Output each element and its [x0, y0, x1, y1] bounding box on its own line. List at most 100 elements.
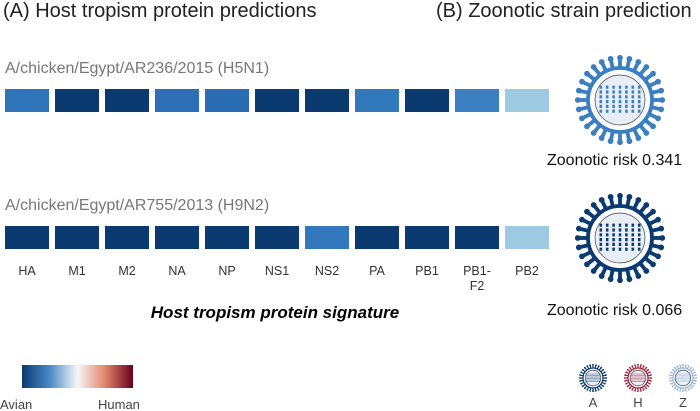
virus-spike-tip [679, 389, 681, 392]
protein-box [105, 226, 149, 249]
virus-spike-tip [671, 368, 674, 371]
virus-spike-tip [650, 261, 656, 268]
virus-spike-tip [648, 382, 651, 385]
virus-spike-tip [575, 225, 582, 232]
virus-spike-tip [658, 244, 665, 251]
virus-spike-tip [659, 235, 666, 241]
protein-box [455, 89, 499, 112]
virus-spike-tip [589, 389, 591, 392]
panel-a-title: (A) Host tropism protein predictions [3, 0, 317, 22]
signature-caption: Host tropism protein signature [150, 303, 400, 322]
virus-spike-tip [673, 366, 676, 369]
virus-spike-tip [589, 364, 591, 367]
protein-label: M2 [118, 264, 136, 278]
protein-label: NS1 [264, 264, 290, 278]
virus-spike-tip [598, 135, 605, 141]
protein-box [55, 89, 99, 112]
protein-label: PB1 [415, 264, 439, 278]
virus-spike-tip [590, 64, 597, 70]
virus-spike-tip [635, 135, 642, 141]
protein-box [5, 226, 49, 249]
virus-spike-tip [655, 216, 661, 223]
protein-box [5, 89, 49, 112]
protein-box [255, 226, 299, 249]
virus-spike-tip [649, 374, 652, 376]
virus-spike-tip [685, 364, 687, 367]
virus-spike-tip [624, 374, 627, 376]
protein-box [455, 226, 499, 249]
virus-spike-tip [655, 78, 661, 85]
virus-spike-tip [658, 225, 665, 232]
virus-spike-tip [670, 371, 673, 374]
protein-label: NS2 [314, 264, 340, 278]
virus-spike-tip [607, 55, 614, 62]
virus-spike-tip [643, 202, 650, 208]
virus-spike-tip [676, 365, 679, 368]
virus-spike-tip [603, 371, 606, 374]
virus-spike-tip [650, 208, 656, 215]
virus-spike-tip [579, 78, 585, 85]
virus-spike-tip [600, 366, 603, 369]
virus-spike-tip [669, 380, 672, 382]
virus-spike-tip [659, 97, 666, 103]
protein-box [355, 226, 399, 249]
virus-spike-tip [640, 389, 642, 392]
virus-spike-tip [682, 390, 684, 393]
virus-spike-tip [586, 365, 589, 368]
virus-spike-tip [628, 387, 631, 390]
virus-spike-tip [597, 365, 600, 368]
protein-box [105, 89, 149, 112]
virus-spike-tip [575, 106, 582, 113]
virus-spike-tip [592, 363, 594, 366]
virus-spike-tip [607, 193, 614, 200]
virus-spike-tip [637, 390, 639, 393]
virus-spike-tip [580, 371, 583, 374]
protein-box [205, 89, 249, 112]
icon-label: A [588, 395, 598, 410]
zoonotic-risk: Zoonotic risk 0.341 [547, 152, 683, 169]
virus-spike-tip [607, 276, 614, 283]
virus-spike-tip [635, 197, 642, 203]
protein-box [405, 89, 449, 112]
strain-name: A/chicken/Egypt/AR755/2013 (H9N2) [5, 197, 270, 214]
virus-spike-tip [694, 374, 697, 376]
virus-spike-tip [598, 197, 605, 203]
virus-spike-tip [581, 385, 584, 388]
virus-spike-tip [617, 192, 623, 199]
virus-spike-tip [635, 273, 642, 279]
strain-name: A/chicken/Egypt/AR236/2015 (H5N1) [5, 60, 270, 77]
virus-spike-tip [626, 138, 633, 145]
virus-spike-tip [628, 366, 631, 369]
virus-spike-tip [579, 380, 582, 382]
virus-spike-tip [650, 123, 656, 130]
virus-spike-tip [617, 277, 623, 284]
virus-spike-tip [673, 387, 676, 390]
virus-spike-tip [579, 374, 582, 376]
virus-spike-tip [584, 261, 590, 268]
protein-box [355, 89, 399, 112]
virus-spike-tip [682, 363, 684, 366]
virus-spike-tip [647, 368, 650, 371]
virus-spike-tip [603, 382, 606, 385]
protein-box [405, 226, 449, 249]
virus-spike-tip [647, 385, 650, 388]
virus-spike-tip [649, 380, 652, 382]
virus-spike-tip [643, 130, 650, 136]
panel-b-title: (B) Zoonotic strain prediction [436, 0, 692, 22]
protein-label: NP [218, 264, 236, 278]
virus-spike-tip [670, 382, 673, 385]
protein-box [305, 226, 349, 249]
virus-spike-tip [642, 365, 645, 368]
virus-spike-tip [574, 235, 581, 241]
virus-spike-tip [590, 268, 597, 274]
virus-spike-tip [579, 216, 585, 223]
protein-label: PA [369, 264, 385, 278]
virus-spike-tip [626, 385, 629, 388]
virus-spike-tip [600, 387, 603, 390]
virus-spike-tip [579, 253, 585, 260]
virus-spike-tip [687, 388, 690, 391]
protein-box [505, 89, 549, 112]
virus-spike-tip [695, 377, 698, 379]
virus-spike-tip [604, 380, 607, 382]
